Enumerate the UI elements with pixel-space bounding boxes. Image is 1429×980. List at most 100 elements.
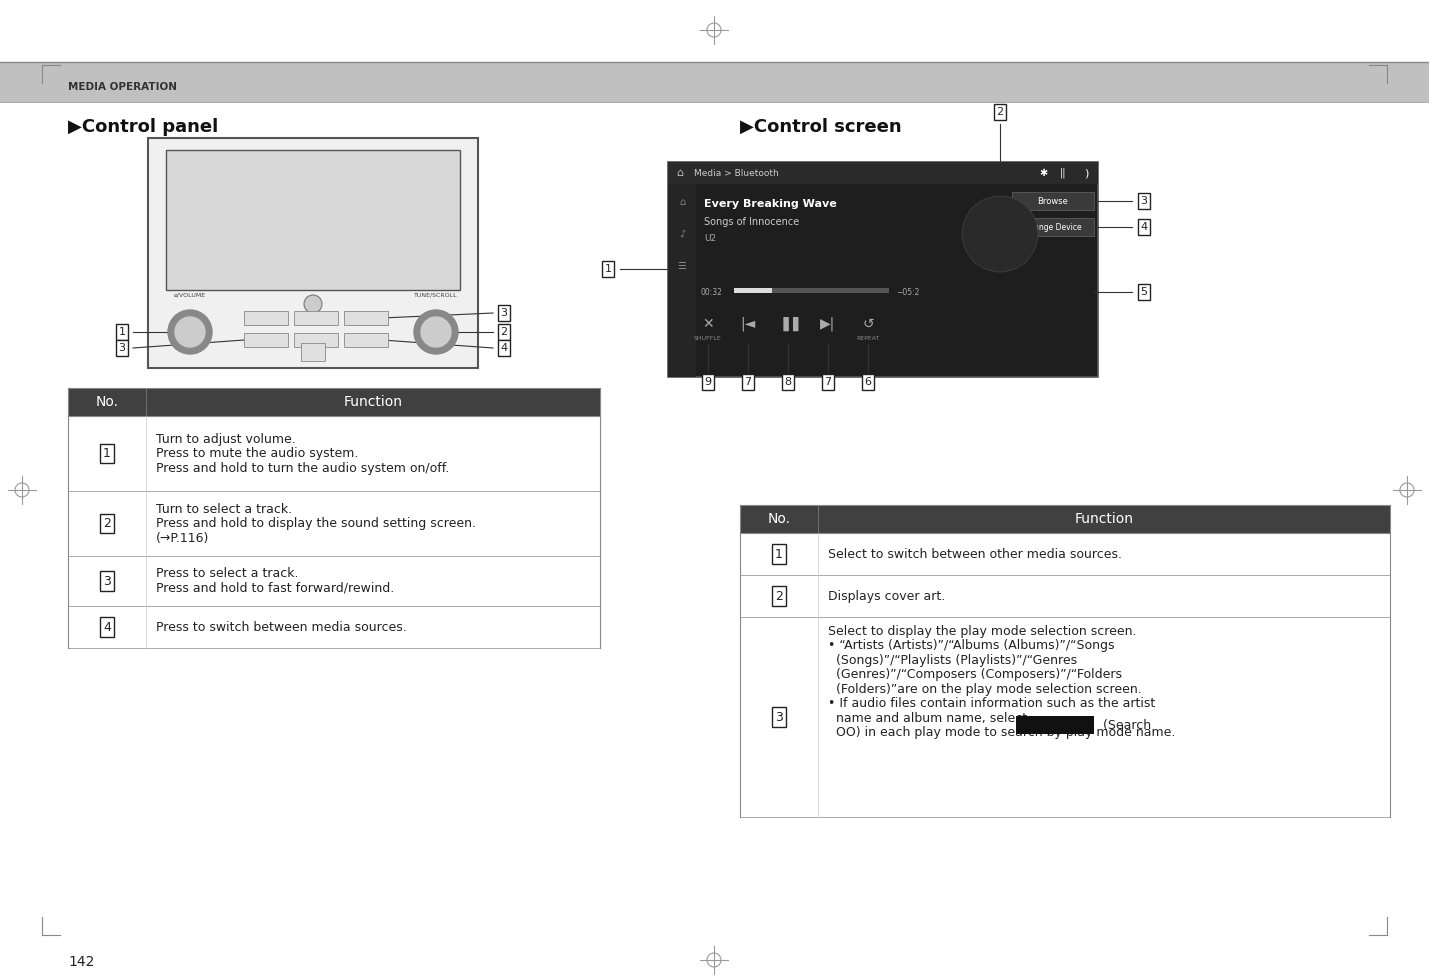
Bar <box>244 311 289 325</box>
Text: name and album name, select: name and album name, select <box>827 711 1027 724</box>
Text: ◄◄: ◄◄ <box>260 335 272 345</box>
Text: Press and hold to turn the audio system on/off.: Press and hold to turn the audio system … <box>156 462 449 474</box>
Text: 4: 4 <box>500 343 507 353</box>
Bar <box>344 311 389 325</box>
Bar <box>149 138 477 368</box>
Bar <box>667 162 1097 184</box>
Bar <box>294 311 339 325</box>
Bar <box>1016 716 1095 734</box>
Text: Press to switch between media sources.: Press to switch between media sources. <box>156 620 407 633</box>
Bar <box>1012 218 1095 236</box>
Text: Press to mute the audio system.: Press to mute the audio system. <box>156 447 359 460</box>
Text: TUNE/SCROLL: TUNE/SCROLL <box>414 292 457 297</box>
Text: ✕: ✕ <box>702 317 714 331</box>
Text: REPEAT: REPEAT <box>856 335 880 340</box>
Text: Songs of Innocence: Songs of Innocence <box>704 217 799 227</box>
Text: 3: 3 <box>500 308 507 318</box>
Text: (Songs)”/“Playlists (Playlists)”/“Genres: (Songs)”/“Playlists (Playlists)”/“Genres <box>827 654 1077 666</box>
Text: MAP: MAP <box>307 314 324 322</box>
Text: 2: 2 <box>775 590 783 603</box>
Text: 3: 3 <box>119 343 126 353</box>
Bar <box>667 184 696 377</box>
Text: 3: 3 <box>775 710 783 723</box>
Text: MEDIA: MEDIA <box>303 335 329 345</box>
Circle shape <box>962 196 1037 272</box>
Text: 4: 4 <box>103 620 111 633</box>
Text: Change Device: Change Device <box>1025 222 1082 231</box>
Text: Select to switch between other media sources.: Select to switch between other media sou… <box>827 548 1122 561</box>
Text: −05:2: −05:2 <box>896 287 919 297</box>
Text: ↺: ↺ <box>862 317 873 331</box>
Text: APPS: APPS <box>356 314 376 322</box>
Text: ▶▶: ▶▶ <box>360 335 372 345</box>
Text: ☰: ☰ <box>677 261 686 271</box>
Text: RADIO: RADIO <box>254 314 279 322</box>
Bar <box>735 288 889 293</box>
Text: 2: 2 <box>500 327 507 337</box>
Text: 1: 1 <box>119 327 126 337</box>
Text: No.: No. <box>767 512 790 526</box>
Text: |◄: |◄ <box>740 317 756 331</box>
Bar <box>294 333 339 347</box>
Text: 4: 4 <box>1140 222 1147 232</box>
Text: ▶|: ▶| <box>820 317 836 331</box>
Text: 1: 1 <box>775 548 783 561</box>
Text: 9: 9 <box>704 377 712 387</box>
Text: SHUFFLE: SHUFFLE <box>694 335 722 340</box>
Text: ⌂: ⌂ <box>676 168 683 178</box>
Text: Browse: Browse <box>1037 197 1069 206</box>
Bar <box>0 62 1429 102</box>
Text: • If audio files contain information such as the artist: • If audio files contain information suc… <box>827 697 1155 710</box>
Text: (Search: (Search <box>1099 718 1152 732</box>
Text: U2: U2 <box>704 233 716 242</box>
Text: ✱: ✱ <box>1039 168 1047 178</box>
Text: Media > Bluetooth: Media > Bluetooth <box>694 169 779 177</box>
Text: 3: 3 <box>1140 196 1147 206</box>
Text: ▶Control panel: ▶Control panel <box>69 118 219 136</box>
Bar <box>166 150 460 290</box>
Text: 5: 5 <box>1140 287 1147 297</box>
Text: ♪: ♪ <box>679 229 684 239</box>
Text: Turn to select a track.: Turn to select a track. <box>156 503 292 515</box>
Bar <box>302 343 324 361</box>
Text: Function: Function <box>1075 512 1133 526</box>
Text: MEDIA OPERATION: MEDIA OPERATION <box>69 82 177 92</box>
Text: ø/VOLUME: ø/VOLUME <box>174 292 206 297</box>
Text: Displays cover art.: Displays cover art. <box>827 590 945 603</box>
Text: 3: 3 <box>103 574 111 587</box>
Text: No.: No. <box>96 395 119 409</box>
Bar <box>69 388 600 416</box>
Text: Function: Function <box>343 395 403 409</box>
Circle shape <box>304 295 322 313</box>
Text: Select to display the play mode selection screen.: Select to display the play mode selectio… <box>827 624 1136 638</box>
Circle shape <box>174 317 204 347</box>
Text: 1: 1 <box>604 264 612 274</box>
Text: 7: 7 <box>825 377 832 387</box>
Text: OO) in each play mode to search by play mode name.: OO) in each play mode to search by play … <box>827 726 1176 739</box>
Text: 8: 8 <box>785 377 792 387</box>
Text: ⌂: ⌂ <box>679 197 684 207</box>
Text: ): ) <box>1083 168 1089 178</box>
Bar <box>344 333 389 347</box>
Text: 2: 2 <box>103 517 111 530</box>
Text: 00:32: 00:32 <box>702 287 723 297</box>
Text: ▶Control screen: ▶Control screen <box>740 118 902 136</box>
Text: 2: 2 <box>996 107 1003 117</box>
Text: ⌂: ⌂ <box>310 299 317 309</box>
Bar <box>667 162 1097 377</box>
Circle shape <box>169 310 211 354</box>
Text: (Folders)”are on the play mode selection screen.: (Folders)”are on the play mode selection… <box>827 682 1142 696</box>
Bar <box>735 288 772 293</box>
Text: • “Artists (Artists)”/“Albums (Albums)”/“Songs: • “Artists (Artists)”/“Albums (Albums)”/… <box>827 639 1115 652</box>
Text: Every Breaking Wave: Every Breaking Wave <box>704 199 837 209</box>
Circle shape <box>414 310 459 354</box>
Bar <box>1012 192 1095 210</box>
Text: 1: 1 <box>103 447 111 460</box>
Text: 7: 7 <box>745 377 752 387</box>
Text: 6: 6 <box>865 377 872 387</box>
Text: Press and hold to fast forward/rewind.: Press and hold to fast forward/rewind. <box>156 582 394 595</box>
Text: (Genres)”/“Composers (Composers)”/“Folders: (Genres)”/“Composers (Composers)”/“Folde… <box>827 668 1122 681</box>
Bar <box>244 333 289 347</box>
Text: 142: 142 <box>69 955 94 969</box>
Circle shape <box>422 317 452 347</box>
